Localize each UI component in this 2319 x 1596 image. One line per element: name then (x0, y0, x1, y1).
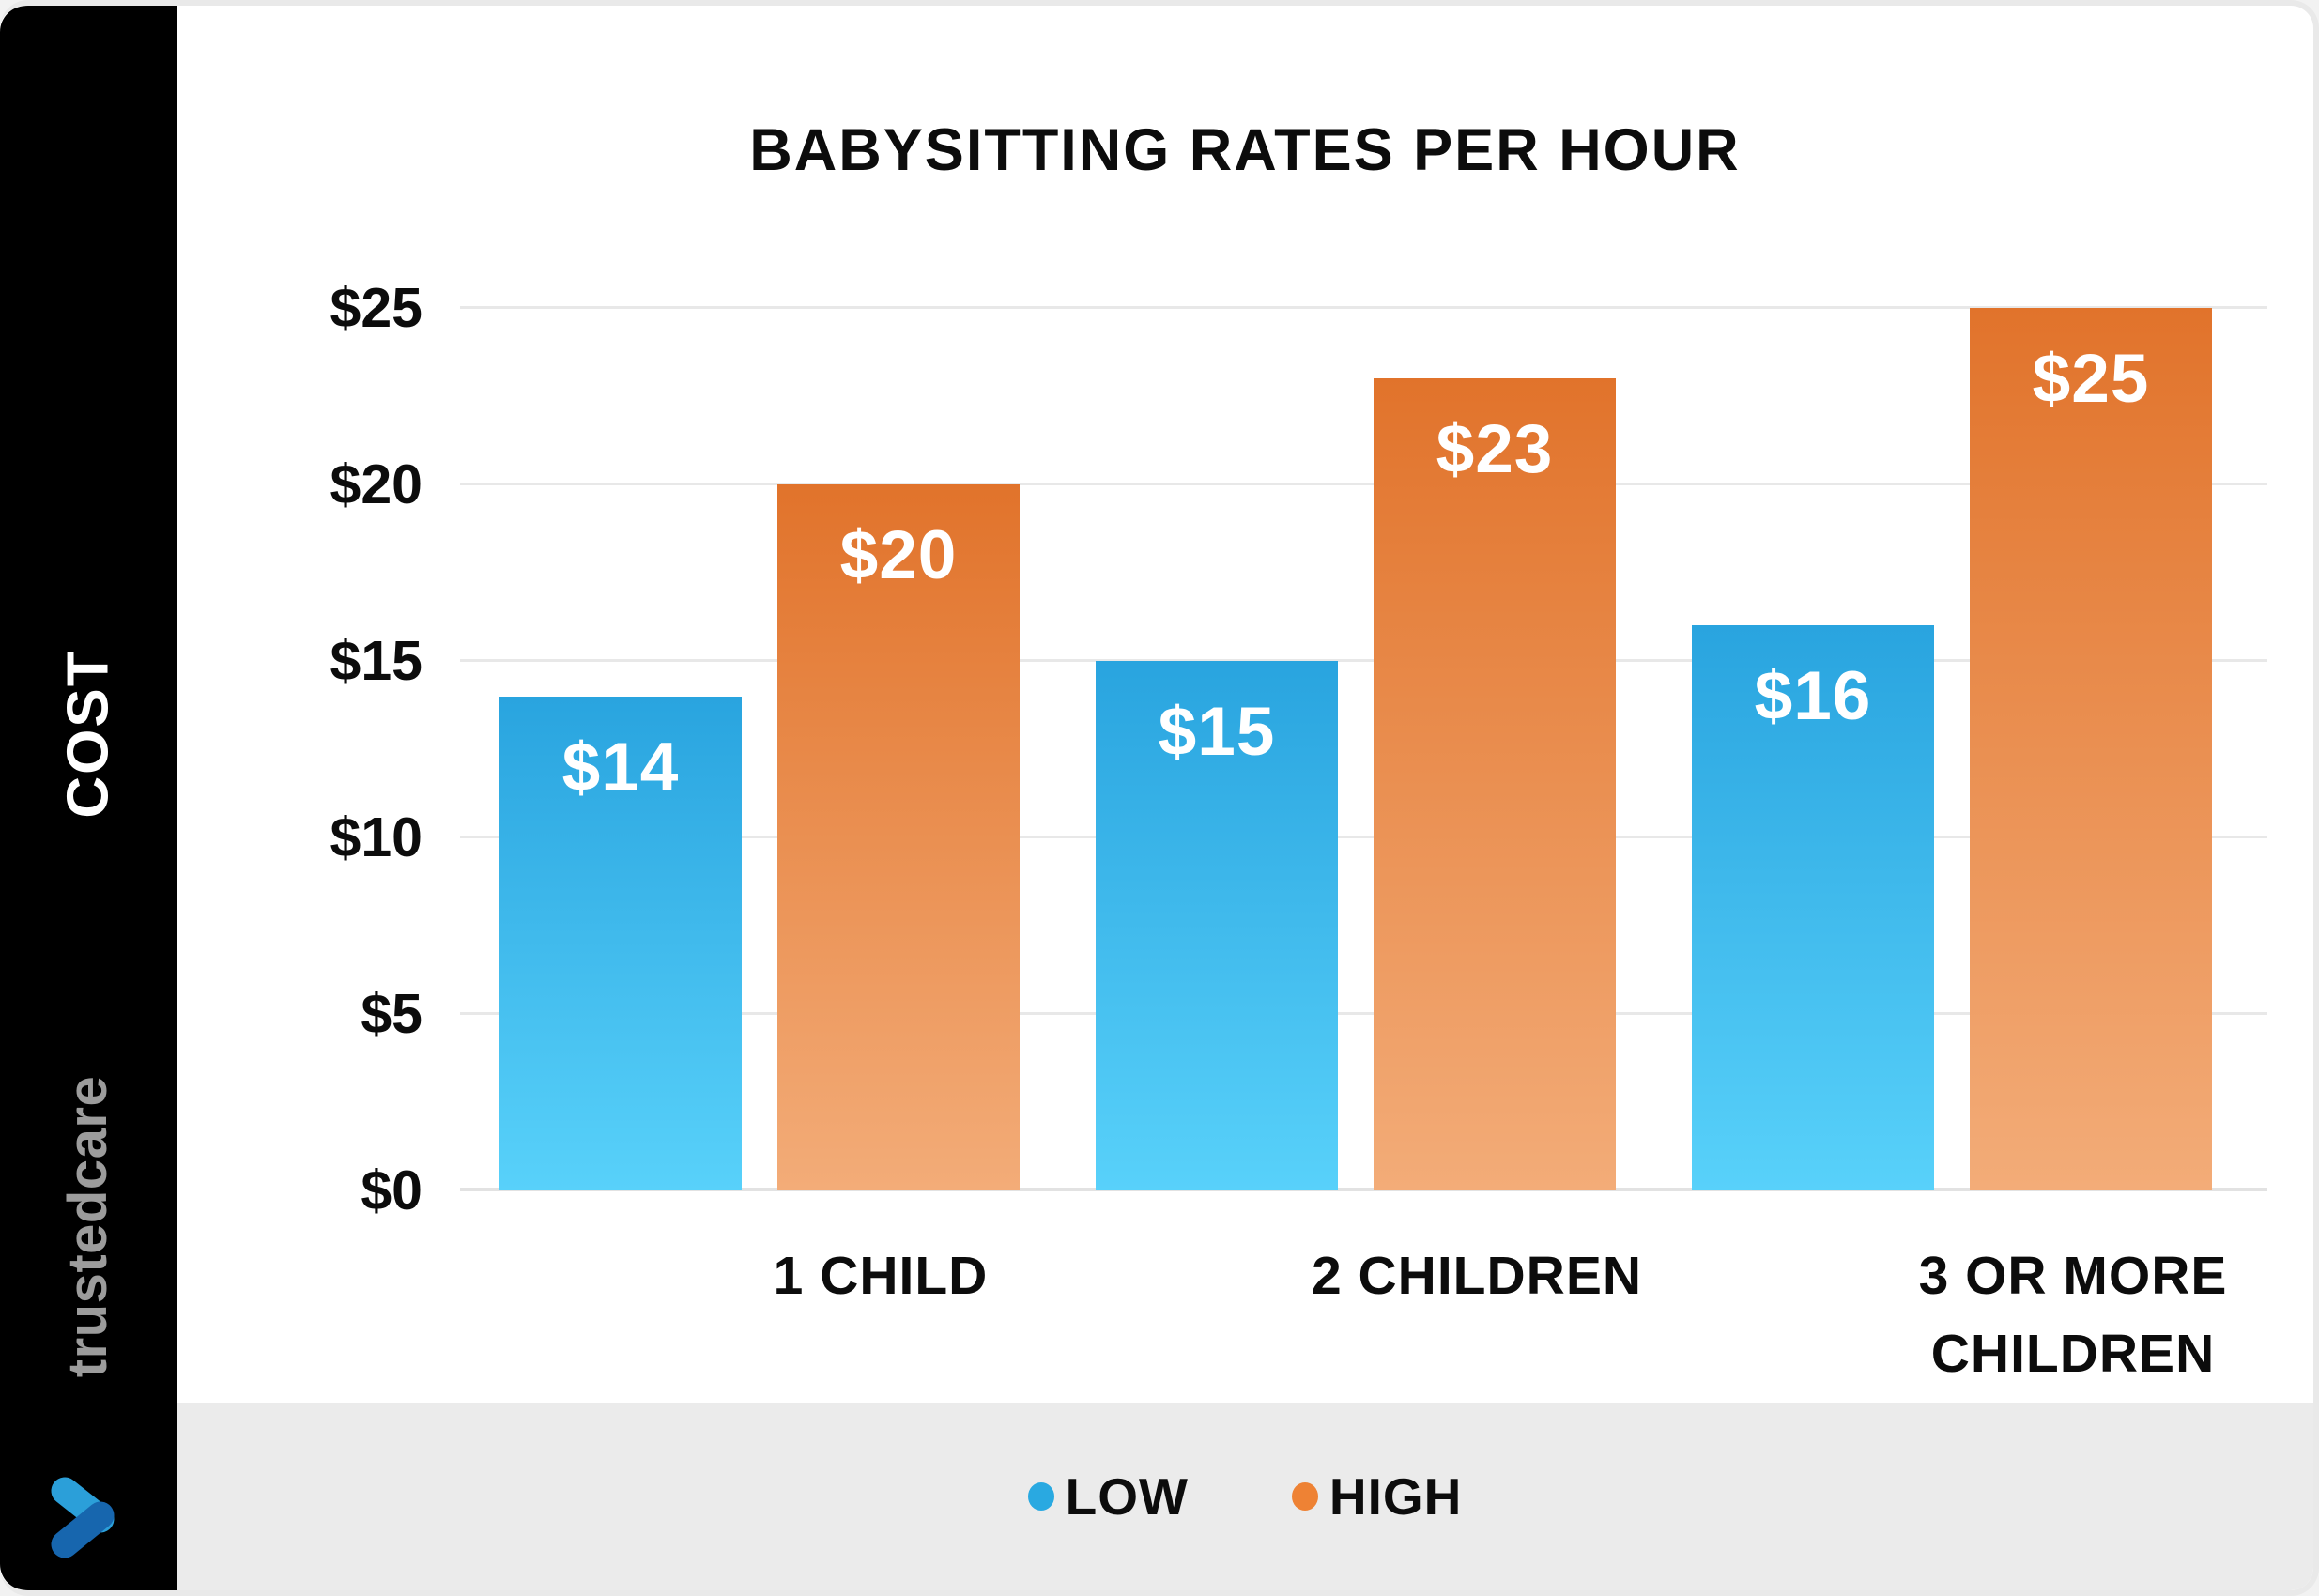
legend-dot-icon (1291, 1482, 1318, 1511)
gridline (460, 1188, 2267, 1191)
sidebar: COST trustedcare (0, 6, 177, 1590)
bar-low-3: $16 (1692, 625, 1934, 1190)
bar-high-1: $20 (777, 484, 1020, 1190)
y-tick-label: $5 (361, 983, 422, 1045)
y-axis-title-text: COST (55, 648, 121, 819)
gridline (460, 659, 2267, 662)
bar-value-label: $20 (839, 517, 958, 593)
y-tick-label: $15 (330, 630, 422, 692)
legend-item-high: HIGH (1291, 1466, 1463, 1527)
y-tick-label: $0 (361, 1159, 422, 1221)
x-category-label: 1 CHILD (773, 1246, 989, 1306)
gridline (460, 306, 2267, 309)
gridline (460, 1012, 2267, 1015)
y-tick-label: $25 (330, 277, 422, 339)
bar-value-label: $16 (1754, 658, 1872, 735)
gridline (460, 483, 2267, 485)
legend-dot-icon (1027, 1482, 1054, 1511)
bar-low-2: $15 (1096, 661, 1338, 1190)
plot-area: $14 $20 $15 $23 $16 $25 (460, 306, 2267, 1191)
y-axis: $0 $5 $10 $15 $20 $25 (141, 277, 422, 1221)
legend: LOW HIGH (177, 1403, 2313, 1590)
x-category-label: 2 CHILDREN (1311, 1246, 1643, 1306)
legend-item-low: LOW (1027, 1466, 1189, 1527)
y-tick-label: $10 (330, 806, 422, 868)
bar-value-label: $14 (561, 729, 680, 806)
bar-high-2: $23 (1374, 378, 1616, 1190)
x-axis: 1 CHILD 2 CHILDREN 3 OR MORE CHILDREN (460, 1237, 2267, 1444)
bar-value-label: $25 (2032, 341, 2150, 417)
legend-label: HIGH (1328, 1467, 1463, 1526)
bar-value-label: $15 (1158, 694, 1276, 770)
chart-title: BABYSITTING RATES PER HOUR (749, 117, 1741, 183)
bar-value-label: $23 (1436, 411, 1554, 488)
brand-name-text: trustedcare (57, 1075, 119, 1377)
x-category-label: 3 OR MORE CHILDREN (1918, 1246, 2228, 1384)
bar-low-1: $14 (499, 696, 742, 1190)
heart-icon (41, 1470, 135, 1564)
legend-label: LOW (1065, 1467, 1189, 1526)
gridline (460, 836, 2267, 838)
y-tick-label: $20 (330, 453, 422, 515)
bar-high-3: $25 (1970, 308, 2212, 1190)
